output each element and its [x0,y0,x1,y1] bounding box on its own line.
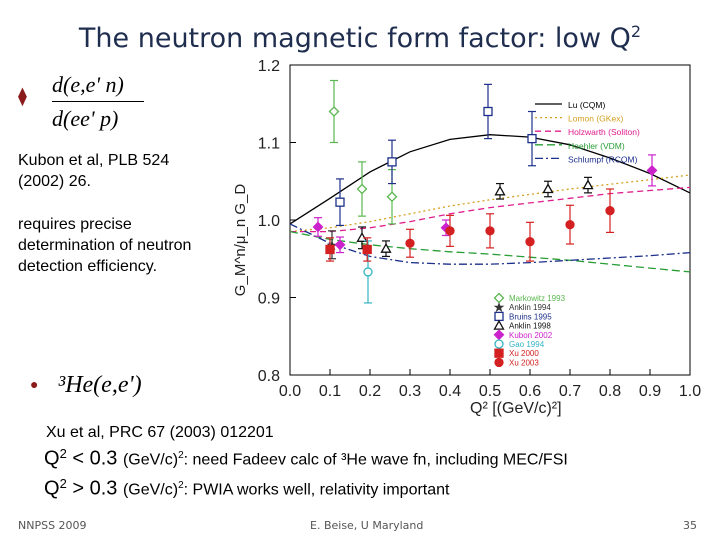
legend-label: Lu (CQM) [568,100,605,110]
bullet-dot-icon: ● [30,376,39,392]
data-point [387,157,397,167]
data-point [445,226,455,236]
x-tick-label: 0.6 [519,383,541,400]
high-q2-line: Q2 > 0.3 (GeV/c)2: PWIA works well, rela… [44,476,450,500]
y-tick-label: 1.1 [258,136,280,153]
legend-marker [493,292,505,304]
x-tick-label: 0.2 [359,383,381,400]
legend-label: Lomon (GKex) [568,114,623,124]
y-tick-label: 1.0 [258,213,280,230]
theory-curve [289,230,691,273]
citation-kubon: Kubon et al, PLB 524 (2002) 26. [18,152,170,190]
y-tick-label: 0.8 [258,368,280,385]
legend-marker [494,311,504,322]
x-axis-label: Q² [(GeV/c)²] [470,400,562,417]
data-point [494,185,506,196]
data-point [325,244,335,255]
page-number: 35 [683,519,697,532]
data-point [405,238,415,248]
data-point [485,226,495,236]
fraction-bar [52,101,144,102]
legend-label: Hoehler (VDM) [568,141,625,151]
legend-label: Xu 2000 [509,349,539,358]
ratio-numerator: d(e,e' n) [52,72,124,97]
data-point [605,206,615,216]
data-point [527,133,537,144]
x-tick-label: 0.3 [399,383,421,400]
theory-curve [289,134,691,225]
theory-curve [290,186,691,233]
legend-label: Anklin 1998 [509,322,551,331]
legend-label: Anklin 1994 [509,303,551,312]
legend-marker [493,329,505,341]
legend-label: Xu 2003 [509,358,539,367]
slide-title: The neutron magnetic form factor: low Q2 [78,22,642,54]
legend-label: Kubon 2002 [509,331,553,340]
legend-marker [494,348,504,358]
data-point [312,221,324,233]
legend-marker: ★ [493,299,506,315]
data-point [363,267,373,277]
x-tick-label: 0.7 [559,383,581,400]
theory-curve [289,223,691,265]
low-q2-line: Q2 < 0.3 (GeV/c)2: need Fadeev calc of ³… [44,446,568,470]
legend-marker [494,357,504,368]
x-tick-label: 0.8 [599,383,621,400]
data-point [334,239,346,251]
data-point [362,244,372,255]
data-point [646,164,658,176]
y-tick-label: 1.2 [258,58,280,75]
legend-label: Gao 1994 [509,340,545,349]
legend-marker [493,319,505,330]
x-tick-label: 1.0 [679,383,701,400]
legend-label: Markowitz 1993 [509,294,566,303]
y-tick-label: 0.9 [258,291,280,308]
x-tick-label: 0.4 [439,383,461,400]
ratio-denominator: d(ee' p) [52,106,119,131]
data-point [386,191,398,203]
data-point [542,183,554,194]
legend-label: Schlumpf (RCQM) [568,154,638,164]
data-point [335,197,345,207]
he-reaction: ³He(e,e') [58,372,142,398]
data-point [356,183,368,195]
data-point [328,106,340,117]
bullet-icon: ⧫ [18,86,27,106]
y-axis-label: G_M^n/μ_n G_D [232,184,249,297]
data-point [380,242,392,253]
footer-center: E. Beise, U Maryland [310,519,424,532]
x-tick-label: 0.5 [479,383,501,400]
footer-left: NNPSS 2009 [18,519,87,532]
data-point [582,179,594,190]
data-point [565,219,575,230]
legend-label: Holzwarth (Soliton) [568,127,640,137]
x-tick-label: 0.1 [319,383,341,400]
efficiency-note: requires precise determination of neutron… [18,216,192,275]
data-point [483,106,493,117]
legend-marker [494,339,504,349]
legend-label: Bruins 1995 [509,312,552,321]
x-tick-label: 0.0 [279,383,301,400]
data-point [525,237,535,247]
citation-xu: Xu et al, PRC 67 (2003) 012201 [46,424,274,441]
x-tick-label: 0.9 [639,383,661,400]
